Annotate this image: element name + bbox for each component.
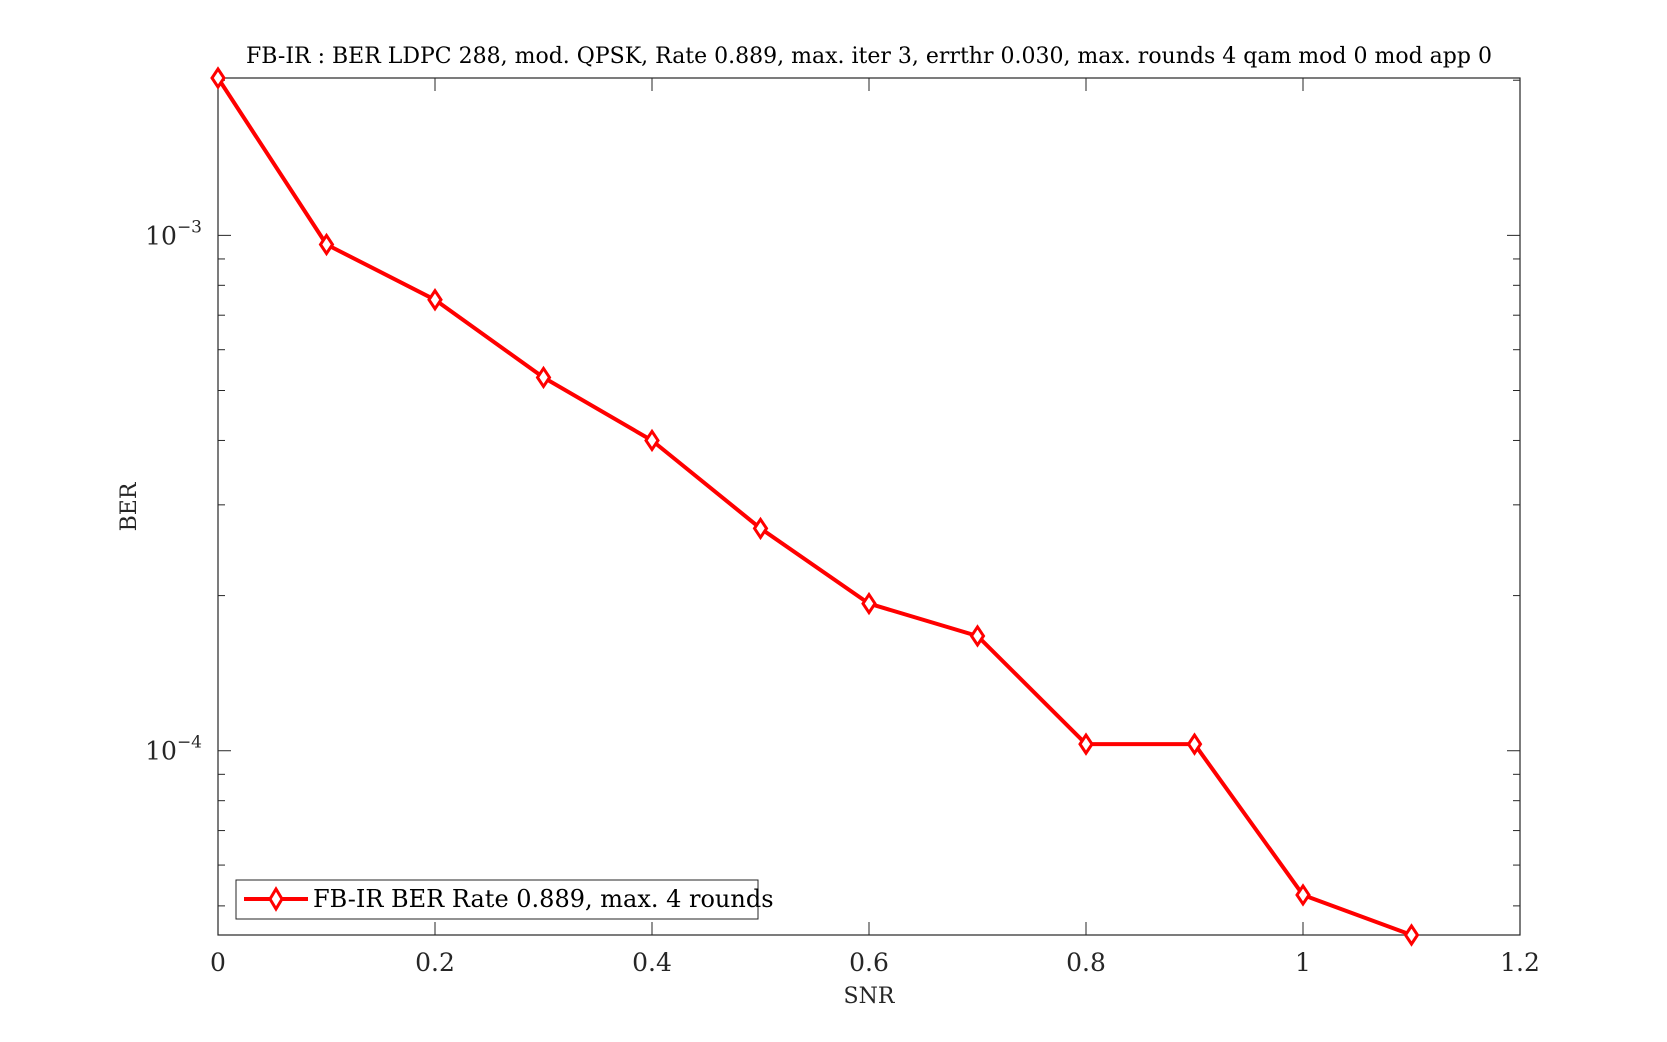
y-tick-labels: 10−3 10−4 <box>145 217 202 765</box>
data-point-marker <box>1295 883 1311 907</box>
data-point-marker <box>1078 732 1094 756</box>
data-point-marker <box>752 516 769 541</box>
x-tick-label: 0.6 <box>849 948 889 977</box>
legend-box <box>235 879 759 920</box>
data-point-marker <box>535 365 552 390</box>
data-point-marker <box>1186 732 1203 756</box>
minor-ticks <box>218 79 1520 907</box>
x-tick-label: 0.2 <box>415 948 455 977</box>
x-tick-label: 0 <box>210 948 226 977</box>
data-point-marker <box>644 428 660 453</box>
data-point-marker <box>318 232 335 257</box>
data-point-marker <box>861 591 877 616</box>
x-tick-label: 1.2 <box>1500 948 1540 977</box>
x-tick-label: 0.4 <box>632 948 672 977</box>
data-point-marker <box>427 288 443 312</box>
legend-entry-label: FB-IR BER Rate 0.889, max. 4 rounds <box>313 885 774 913</box>
chart-title: FB-IR : BER LDPC 288, mod. QPSK, Rate 0.… <box>246 44 1492 69</box>
series-line <box>216 76 1413 937</box>
data-point-marker <box>210 66 226 90</box>
data-point-marker <box>1403 923 1420 947</box>
y-axis-label: BER <box>117 481 142 531</box>
x-tick-label: 1 <box>1295 948 1311 977</box>
plot-area <box>218 78 1520 935</box>
series-layer <box>210 66 1420 947</box>
x-axis-label: SNR <box>844 984 896 1009</box>
x-tick-label: 0.8 <box>1066 948 1106 977</box>
plot-frame <box>217 77 1521 936</box>
y-tick-label: 10−3 <box>145 217 202 250</box>
x-tick-labels: 0 0.2 0.4 0.6 0.8 1 1.2 <box>210 948 1540 977</box>
legend: FB-IR BER Rate 0.889, max. 4 rounds <box>235 879 774 920</box>
y-tick-label: 10−4 <box>145 733 202 766</box>
data-point-marker <box>969 624 986 648</box>
legend-marker-sample <box>268 886 284 912</box>
